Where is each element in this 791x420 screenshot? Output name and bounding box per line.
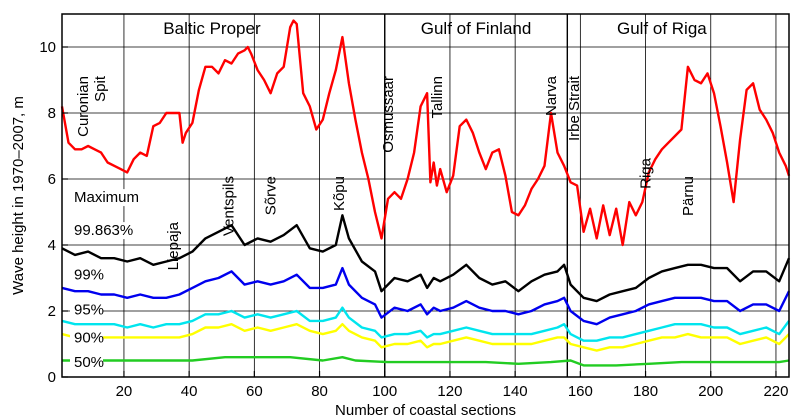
location-label: Sõrve bbox=[263, 176, 280, 215]
series-label: 95% bbox=[74, 301, 104, 318]
location-label: CuronianSpit bbox=[75, 75, 109, 137]
x-tick-label: 180 bbox=[633, 383, 658, 400]
x-tick-label: 160 bbox=[568, 383, 593, 400]
x-tick-label: 80 bbox=[311, 383, 328, 400]
y-tick-label: 8 bbox=[48, 105, 56, 122]
x-tick-label: 60 bbox=[246, 383, 263, 400]
series-label: 99% bbox=[74, 267, 104, 284]
plot-frame bbox=[61, 13, 790, 378]
series-label: Maximum bbox=[74, 189, 139, 206]
x-tick-label: 40 bbox=[181, 383, 198, 400]
series-line bbox=[60, 19, 791, 247]
x-tick-label: 220 bbox=[763, 383, 788, 400]
location-label: Ventspils bbox=[220, 176, 237, 236]
series-label: 99.863% bbox=[74, 222, 133, 239]
y-tick-label: 2 bbox=[48, 303, 56, 320]
location-label: Narva bbox=[543, 75, 560, 116]
region-dividers bbox=[384, 14, 569, 377]
series-label-bg bbox=[70, 189, 156, 207]
location-label: Riga bbox=[638, 157, 655, 189]
x-tick-label: 120 bbox=[437, 383, 462, 400]
axis-ticks: 0 2 4 6 8 10 20 40 60 80 100 120 140 160 180 200 220 bbox=[39, 39, 788, 400]
series-label-bg bbox=[70, 301, 103, 319]
series-line bbox=[61, 306, 790, 342]
series-label-bg bbox=[70, 329, 103, 347]
series-lines bbox=[60, 19, 791, 367]
y-axis-label: Wave height in 1970–2007, m bbox=[10, 96, 27, 295]
series-label-bg bbox=[70, 222, 139, 240]
region-label: Gulf of Riga bbox=[617, 19, 707, 38]
y-tick-label: 10 bbox=[39, 39, 56, 56]
series-label: 90% bbox=[74, 329, 104, 346]
x-tick-label: 100 bbox=[372, 383, 397, 400]
location-label: Kõpu bbox=[331, 176, 348, 211]
location-label-line: Curonian bbox=[75, 76, 92, 137]
y-tick-label: 6 bbox=[48, 171, 56, 188]
x-tick-label: 140 bbox=[503, 383, 528, 400]
location-label: Pärnu bbox=[680, 176, 697, 216]
grid-lines bbox=[62, 14, 789, 377]
series-label-bg bbox=[70, 354, 103, 372]
location-label: Irbe Strait bbox=[566, 75, 583, 141]
y-tick-label: 4 bbox=[48, 237, 56, 254]
series-line bbox=[62, 356, 790, 367]
region-label: Baltic Proper bbox=[163, 19, 261, 38]
x-axis-label: Number of coastal sections bbox=[335, 402, 516, 419]
y-tick-label: 0 bbox=[48, 369, 56, 386]
series-line bbox=[61, 266, 791, 326]
series-line bbox=[61, 323, 790, 352]
series-label-bg bbox=[70, 266, 103, 284]
x-tick-label: 20 bbox=[116, 383, 133, 400]
series-label: 50% bbox=[74, 354, 104, 371]
location-label: Liepaja bbox=[165, 221, 182, 270]
region-label: Gulf of Finland bbox=[421, 19, 532, 38]
x-tick-label: 200 bbox=[698, 383, 723, 400]
series-line bbox=[61, 214, 791, 303]
location-label-line: Spit bbox=[92, 75, 109, 102]
chart-labels: Baltic Proper Gulf of Finland Gulf of Riga… bbox=[70, 19, 707, 372]
location-label: Osmussaar bbox=[380, 76, 397, 153]
location-label: Tallinn bbox=[429, 76, 446, 119]
